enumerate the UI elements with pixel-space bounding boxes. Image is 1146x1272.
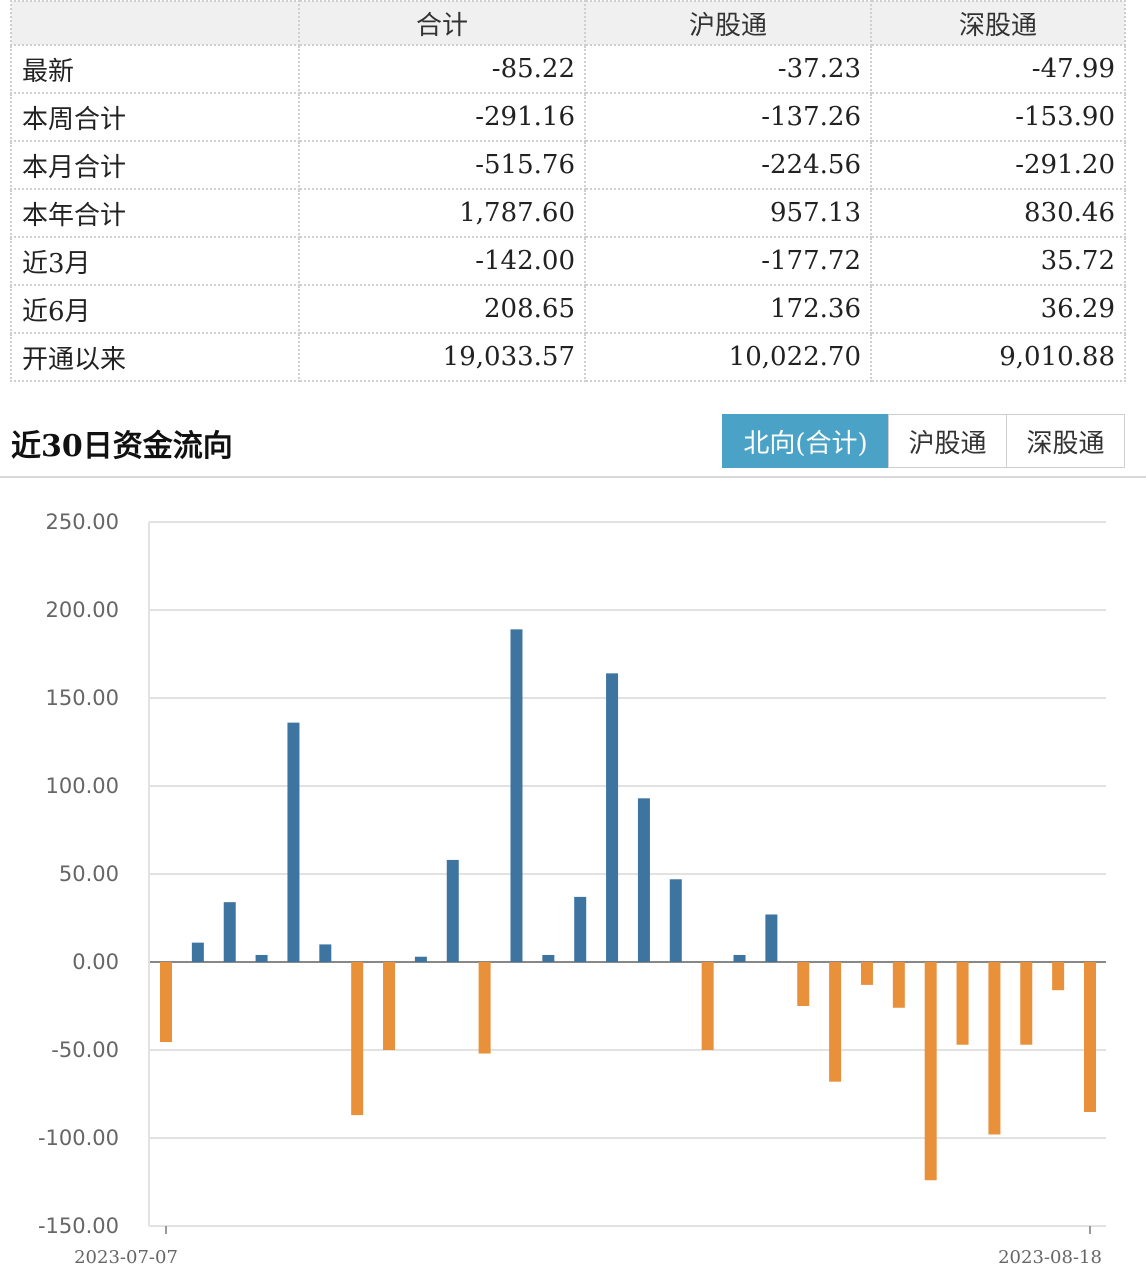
y-tick-label: 250.00 bbox=[46, 510, 119, 534]
header-sh: 沪股通 bbox=[584, 0, 872, 46]
bar bbox=[924, 962, 937, 1181]
row-label: 近6月 bbox=[10, 284, 300, 334]
cell-sh: 957.13 bbox=[584, 188, 872, 238]
section-title: 近30日资金流向 bbox=[11, 429, 233, 464]
cell-sh: -177.72 bbox=[584, 236, 872, 286]
summary-header-row: 合计 沪股通 深股通 bbox=[10, 0, 1126, 46]
fund-flow-chart: 250.00 200.00 150.00 100.00 50.00 0.00 -50.00 -… bbox=[38, 510, 1106, 1268]
cell-total: -142.00 bbox=[298, 236, 586, 286]
bar bbox=[637, 798, 650, 962]
cell-total: -291.16 bbox=[298, 92, 586, 142]
row-label: 最新 bbox=[10, 44, 300, 94]
header-blank bbox=[10, 0, 300, 46]
bar bbox=[956, 962, 969, 1045]
bar bbox=[383, 962, 396, 1050]
bar bbox=[701, 962, 714, 1050]
cell-total: -85.22 bbox=[298, 44, 586, 94]
cell-total: 1,787.60 bbox=[298, 188, 586, 238]
bar bbox=[351, 962, 364, 1116]
summary-row: 近6月 208.65 172.36 36.29 bbox=[10, 284, 1126, 334]
cell-sh: 172.36 bbox=[584, 284, 872, 334]
cell-sz: -47.99 bbox=[870, 44, 1126, 94]
y-tick-label: -150.00 bbox=[38, 1214, 119, 1238]
bar bbox=[287, 722, 300, 962]
summary-row: 本年合计 1,787.60 957.13 830.46 bbox=[10, 188, 1126, 238]
bar bbox=[733, 954, 746, 962]
bar bbox=[797, 962, 810, 1006]
bar bbox=[160, 962, 172, 1043]
summary-row: 近3月 -142.00 -177.72 35.72 bbox=[10, 236, 1126, 286]
bar bbox=[446, 859, 459, 962]
bar bbox=[542, 954, 555, 962]
cell-sz: 36.29 bbox=[870, 284, 1126, 334]
cell-sh: 10,022.70 bbox=[584, 332, 872, 382]
cell-sh: -137.26 bbox=[584, 92, 872, 142]
cell-sh: -224.56 bbox=[584, 140, 872, 190]
summary-row: 开通以来 19,033.57 10,022.70 9,010.88 bbox=[10, 332, 1126, 382]
y-tick-label: -50.00 bbox=[51, 1038, 119, 1062]
x-tick-label: 2023-08-18 bbox=[998, 1247, 1102, 1268]
bar bbox=[892, 962, 905, 1008]
bar bbox=[574, 896, 587, 962]
summary-row: 最新 -85.22 -37.23 -47.99 bbox=[10, 44, 1126, 94]
bar bbox=[860, 962, 873, 985]
cell-sz: -291.20 bbox=[870, 140, 1126, 190]
bar bbox=[1084, 962, 1096, 1112]
y-tick-label: 50.00 bbox=[59, 862, 119, 886]
tab-shenzhen-connect[interactable]: 深股通 bbox=[1006, 414, 1125, 468]
cell-sz: 9,010.88 bbox=[870, 332, 1126, 382]
bar bbox=[191, 942, 204, 962]
x-tick-label: 2023-07-07 bbox=[74, 1247, 178, 1268]
y-tick-label: 200.00 bbox=[46, 598, 119, 622]
bar bbox=[765, 914, 778, 962]
row-label: 本周合计 bbox=[10, 92, 300, 142]
cell-sh: -37.23 bbox=[584, 44, 872, 94]
cell-sz: -153.90 bbox=[870, 92, 1126, 142]
y-tick-label: 150.00 bbox=[46, 686, 119, 710]
row-label: 开通以来 bbox=[10, 332, 300, 382]
summary-row: 本周合计 -291.16 -137.26 -153.90 bbox=[10, 92, 1126, 142]
bar bbox=[255, 954, 268, 962]
cell-total: 208.65 bbox=[298, 284, 586, 334]
tab-northbound-total[interactable]: 北向(合计) bbox=[722, 414, 889, 468]
bar bbox=[319, 944, 332, 962]
section-divider bbox=[0, 476, 1146, 478]
bar bbox=[510, 629, 523, 962]
bar bbox=[1020, 962, 1033, 1045]
bar bbox=[988, 962, 1001, 1135]
bar bbox=[1052, 962, 1065, 991]
y-tick-label: 100.00 bbox=[46, 774, 119, 798]
bar bbox=[669, 879, 682, 962]
cell-sz: 35.72 bbox=[870, 236, 1126, 286]
y-tick-label: 0.00 bbox=[72, 950, 119, 974]
tab-shanghai-connect[interactable]: 沪股通 bbox=[888, 414, 1007, 468]
cell-total: 19,033.57 bbox=[298, 332, 586, 382]
row-label: 本年合计 bbox=[10, 188, 300, 238]
row-label: 近3月 bbox=[10, 236, 300, 286]
row-label: 本月合计 bbox=[10, 140, 300, 190]
summary-table: 合计 沪股通 深股通 最新 -85.22 -37.23 -47.99 本周合计 -291.… bbox=[10, 0, 1126, 382]
cell-total: -515.76 bbox=[298, 140, 586, 190]
bar bbox=[829, 962, 842, 1082]
header-sz: 深股通 bbox=[870, 0, 1126, 46]
cell-sz: 830.46 bbox=[870, 188, 1126, 238]
market-tabs: 北向(合计) 沪股通 深股通 bbox=[722, 414, 1125, 470]
summary-row: 本月合计 -515.76 -224.56 -291.20 bbox=[10, 140, 1126, 190]
bar bbox=[606, 673, 619, 962]
y-tick-label: -100.00 bbox=[38, 1126, 119, 1150]
bar bbox=[414, 956, 427, 962]
header-total: 合计 bbox=[298, 0, 586, 46]
bar bbox=[478, 962, 491, 1054]
bar bbox=[223, 902, 236, 962]
